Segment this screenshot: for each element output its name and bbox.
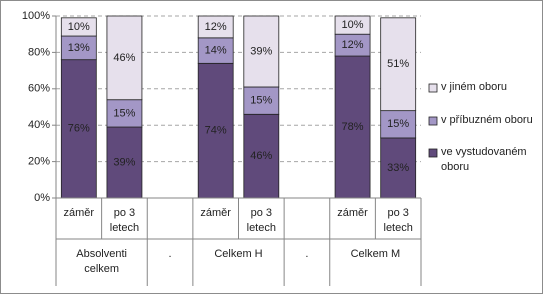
group-label: . (305, 248, 309, 260)
bar-segment (197, 15, 234, 39)
data-label: 46% (250, 150, 272, 162)
bar-segment (106, 15, 143, 101)
y-tick-label: 100% (22, 10, 50, 22)
bar-segment (197, 37, 234, 64)
legend-label: v příbuzném oboru (441, 114, 533, 126)
bar-segment (243, 15, 280, 88)
y-tick-label: 80% (28, 46, 50, 58)
bar-segment (243, 86, 280, 115)
data-label: 74% (205, 125, 227, 137)
x-tick-label: záměr (200, 207, 231, 219)
legend-swatch (428, 83, 438, 93)
data-label: 10% (68, 21, 90, 33)
data-label: 10% (342, 19, 364, 31)
legend-swatch (428, 116, 438, 126)
x-tick-label: po 3 letech (246, 207, 276, 234)
data-label: 12% (205, 21, 227, 33)
group-label: Celkem H (214, 248, 263, 260)
x-tick-label: po 3 letech (109, 207, 140, 234)
legend-label: ve vystudovaném oboru (441, 146, 527, 173)
bar-segment (380, 17, 417, 112)
x-tick-label: po 3 letech (383, 207, 413, 234)
data-label: 39% (250, 45, 272, 57)
data-label: 76% (68, 123, 90, 135)
y-tick-label: 60% (28, 83, 50, 95)
data-label: 51% (387, 58, 409, 70)
y-tick-label: 40% (28, 119, 50, 131)
y-tick-label: 0% (34, 192, 50, 204)
bar-segment (60, 17, 97, 37)
data-label: 15% (387, 118, 409, 130)
bar-segment (334, 55, 371, 199)
bar-segment (60, 59, 97, 199)
data-label: 33% (387, 162, 409, 174)
group-label: . (168, 248, 172, 260)
data-label: 13% (68, 42, 90, 54)
legend-swatch (428, 148, 438, 158)
y-tick-label: 20% (28, 156, 50, 168)
legend-label: v jiném oboru (441, 81, 508, 93)
data-label: 78% (342, 121, 364, 133)
data-label: 15% (113, 107, 135, 119)
bar-segment (197, 62, 234, 199)
data-label: 12% (342, 39, 364, 51)
x-tick-label: záměr (337, 207, 368, 219)
bar-segment (380, 110, 417, 139)
group-label: Celkem M (350, 248, 401, 260)
x-tick-label: záměr (63, 207, 95, 219)
data-label: 39% (113, 156, 135, 168)
data-label: 14% (205, 44, 227, 56)
data-label: 15% (250, 95, 272, 107)
data-label: 46% (113, 52, 135, 64)
group-label: Absolventi celkem (76, 248, 127, 275)
bar-segment (334, 15, 371, 35)
